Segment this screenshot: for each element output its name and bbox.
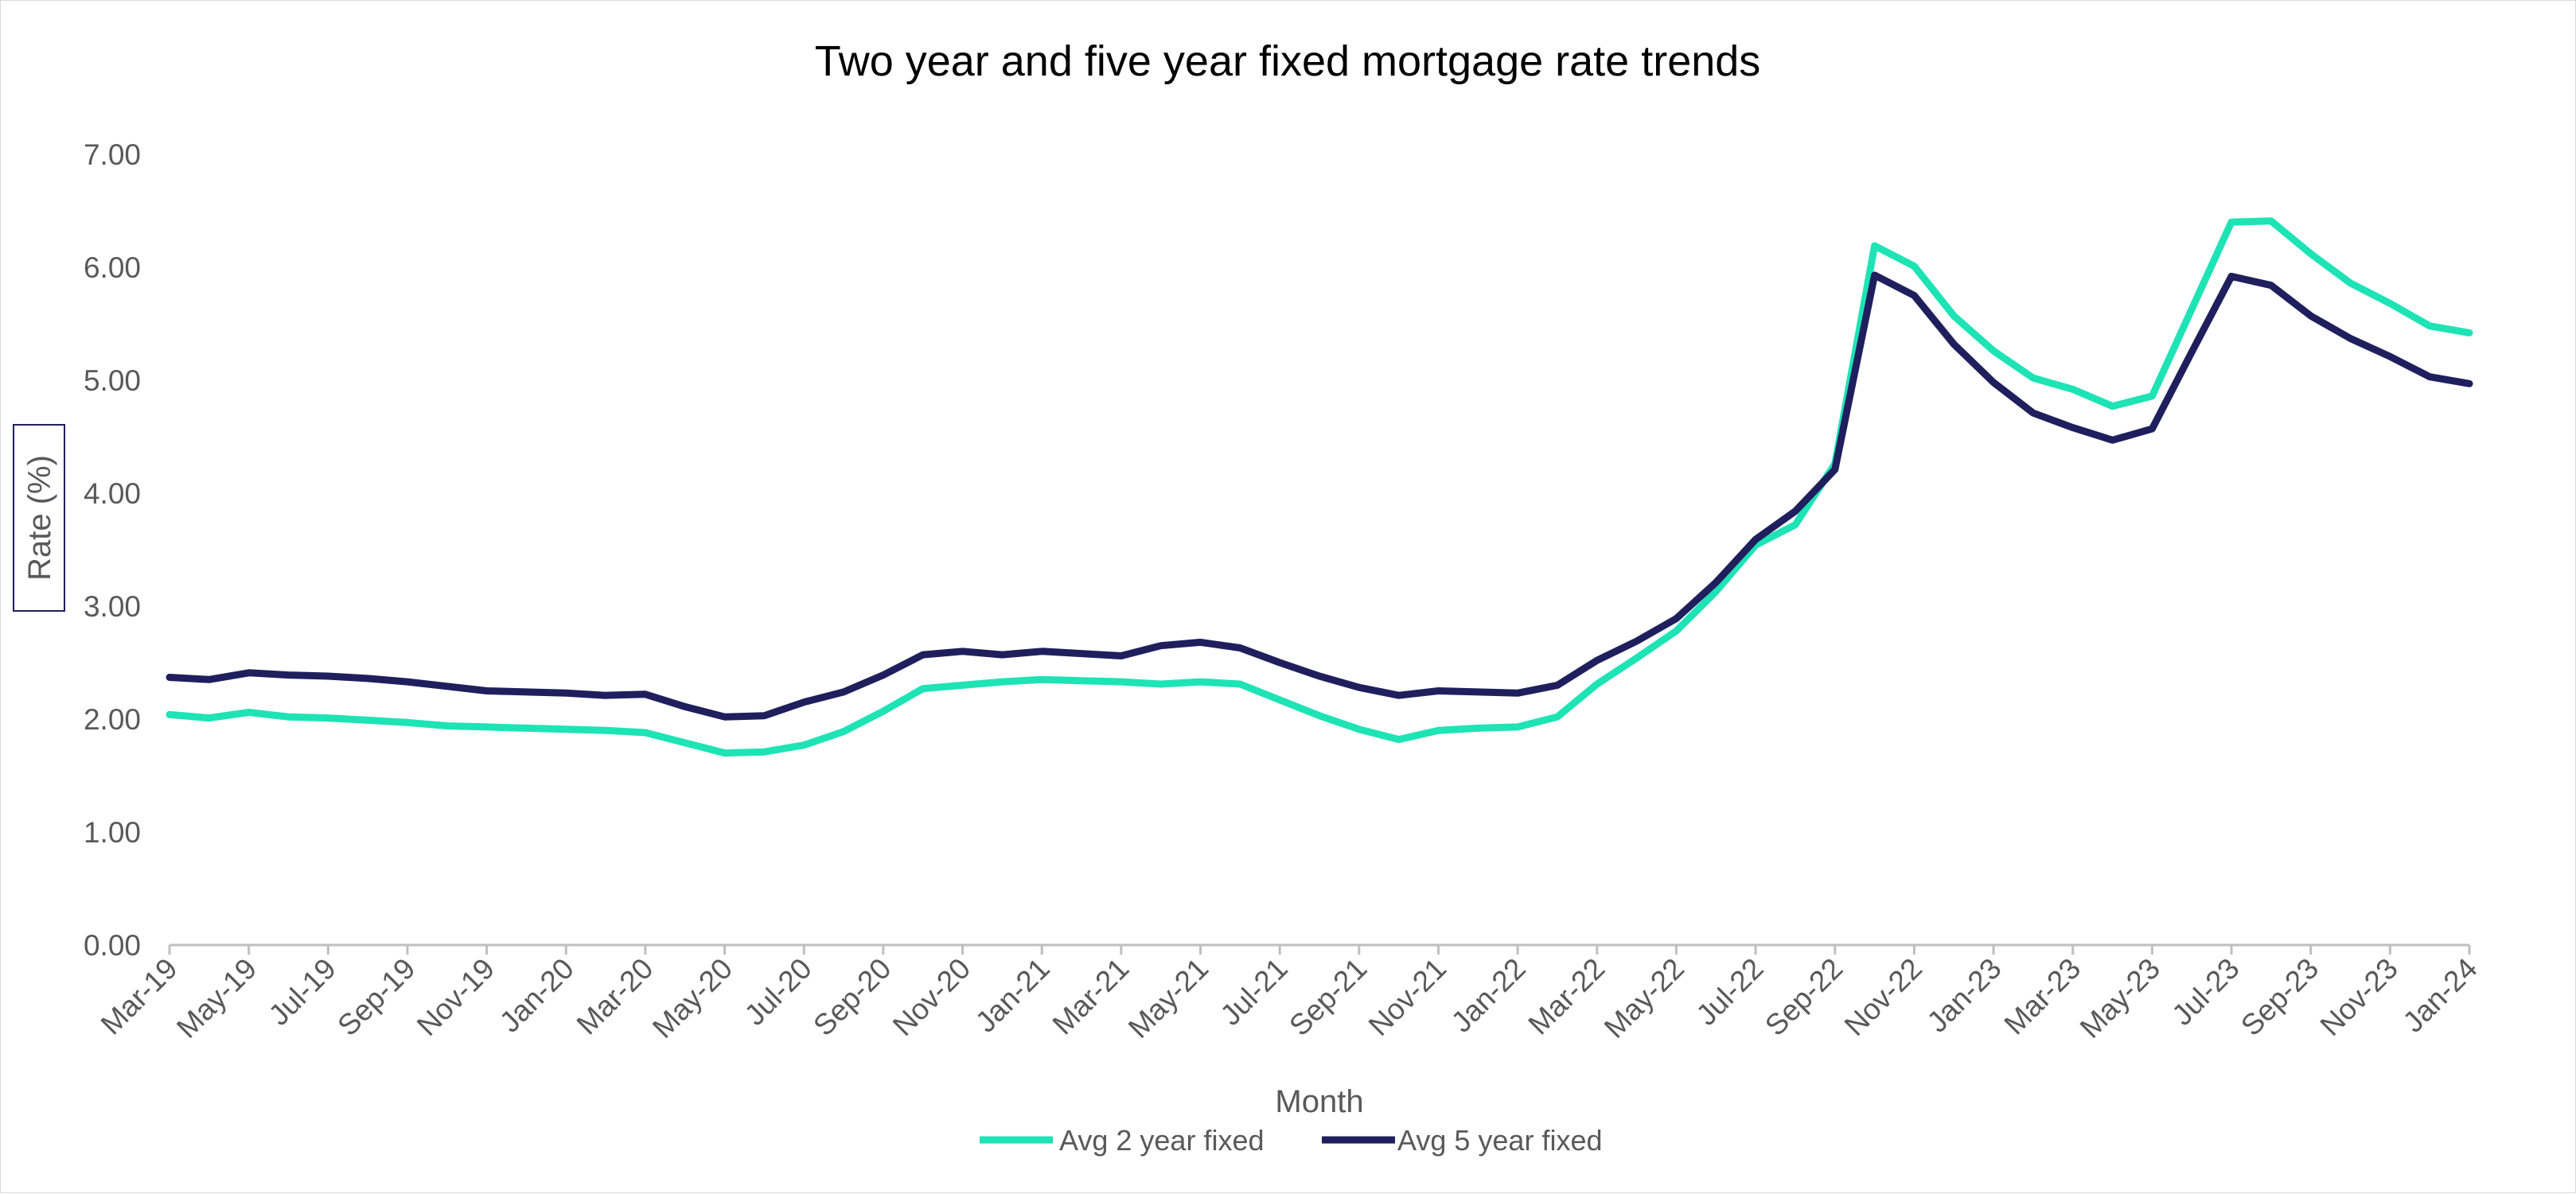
x-tick-label: Jan-22 xyxy=(1445,952,1532,1039)
series-lines xyxy=(166,217,2473,757)
x-tick-label: May-23 xyxy=(2074,952,2166,1044)
y-tick-label: 2.00 xyxy=(84,703,141,736)
x-tick-label: Nov-19 xyxy=(411,952,501,1042)
x-tick-label: Sep-19 xyxy=(331,952,421,1042)
x-tick-label: Sep-23 xyxy=(2235,952,2325,1042)
y-axis-tick-labels: 0.00 1.00 2.00 3.00 4.00 5.00 6.00 7.00 xyxy=(84,138,141,962)
x-tick-label: Nov-21 xyxy=(1362,952,1452,1042)
x-tick-label: Jul-23 xyxy=(2165,952,2245,1032)
x-tick-label: Sep-20 xyxy=(807,952,897,1042)
x-tick-label: Sep-21 xyxy=(1283,952,1373,1042)
legend: Avg 2 year fixed Avg 5 year fixed xyxy=(980,1124,1602,1157)
x-tick-label: Sep-22 xyxy=(1759,952,1849,1042)
legend-label-avg-5-year-fixed: Avg 5 year fixed xyxy=(1397,1124,1602,1157)
chart-title: Two year and five year fixed mortgage ra… xyxy=(815,37,1761,85)
y-tick-label: 5.00 xyxy=(84,364,141,397)
x-tick-label: May-22 xyxy=(1598,952,1690,1044)
x-tick-label: Mar-21 xyxy=(1046,952,1136,1041)
x-tick-label: May-21 xyxy=(1122,952,1214,1044)
x-tick-label: Jul-20 xyxy=(739,952,818,1032)
x-tick-label: Jul-22 xyxy=(1690,952,1770,1032)
x-tick-label: Mar-22 xyxy=(1522,952,1611,1041)
series-line-avg-2-year-fixed xyxy=(166,217,2473,757)
x-tick-label: Jul-19 xyxy=(263,952,342,1032)
x-tick-label: May-19 xyxy=(170,952,263,1044)
x-axis-ticks xyxy=(168,945,2471,955)
x-tick-label: Mar-20 xyxy=(571,952,660,1041)
x-tick-label: Nov-20 xyxy=(887,952,976,1042)
x-tick-label: Nov-23 xyxy=(2314,952,2404,1042)
x-tick-label: Jan-24 xyxy=(2397,952,2484,1039)
y-tick-label: 4.00 xyxy=(84,477,141,510)
x-tick-label: Jul-21 xyxy=(1214,952,1294,1032)
y-axis-title-box xyxy=(13,424,65,612)
x-tick-label: Jan-23 xyxy=(1921,952,2008,1039)
x-axis-title: Month xyxy=(1275,1084,1363,1119)
x-tick-label: Mar-23 xyxy=(1998,952,2087,1041)
x-tick-label: Mar-19 xyxy=(95,952,184,1041)
legend-label-avg-2-year-fixed: Avg 2 year fixed xyxy=(1059,1124,1264,1157)
x-tick-label: Nov-22 xyxy=(1838,952,1928,1042)
x-tick-label: May-20 xyxy=(646,952,739,1044)
y-tick-label: 1.00 xyxy=(84,816,141,849)
x-tick-label: Jan-21 xyxy=(969,952,1056,1039)
y-tick-label: 3.00 xyxy=(84,590,141,623)
y-tick-label: 0.00 xyxy=(84,929,141,962)
y-axis-title: Rate (%) xyxy=(22,455,57,581)
y-tick-label: 7.00 xyxy=(84,138,141,171)
series-line-avg-5-year-fixed xyxy=(166,271,2473,721)
y-tick-label: 6.00 xyxy=(84,251,141,284)
x-tick-label: Jan-20 xyxy=(493,952,580,1039)
y-axis-title-group: Rate (%) xyxy=(13,424,65,612)
